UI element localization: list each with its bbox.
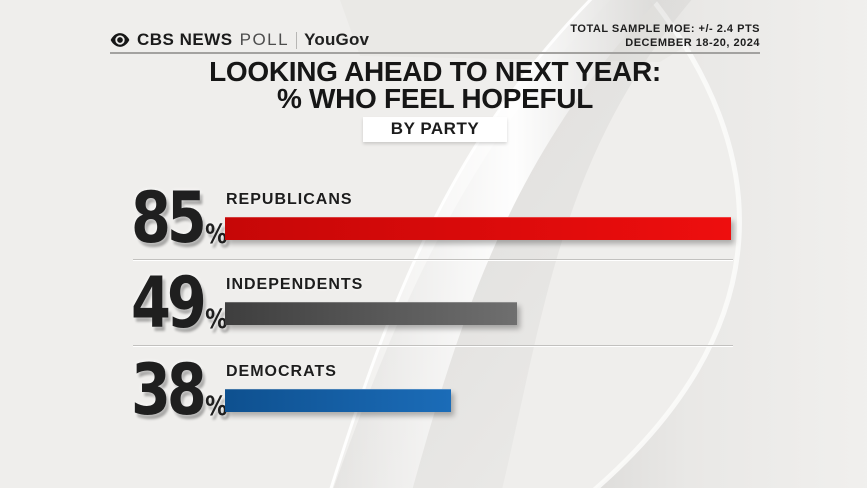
label-independents: INDEPENDENTS — [226, 276, 364, 293]
democrats-bar — [225, 389, 451, 412]
logo-yougov: YouGov — [304, 30, 370, 49]
header-underline — [110, 52, 760, 54]
percent-sign: % — [205, 391, 228, 422]
value-digits: 38 — [131, 349, 207, 431]
title-line1: LOOKING AHEAD TO NEXT YEAR: — [209, 56, 661, 87]
moe-line1: TOTAL SAMPLE MOE: +/- 2.4 PTS — [570, 23, 760, 35]
cbs-eye-icon — [110, 33, 130, 47]
logo-cbs-news: CBS NEWS — [137, 30, 233, 49]
value-digits: 49 — [131, 262, 207, 344]
row-separator — [133, 259, 733, 260]
logo-poll: POLL — [239, 30, 290, 49]
value-democrats: 38 % — [131, 349, 228, 431]
republicans-bar — [225, 217, 731, 240]
percent-sign: % — [205, 219, 228, 250]
value-digits: 85 — [131, 177, 207, 259]
logo-divider — [296, 31, 298, 49]
row-separator — [133, 345, 733, 346]
sample-moe-note: TOTAL SAMPLE MOE: +/- 2.4 PTS DECEMBER 1… — [570, 22, 760, 50]
bar-row-democrats: 38 % DEMOCRATS — [0, 355, 867, 425]
chart-title: LOOKING AHEAD TO NEXT YEAR: % WHO FEEL H… — [80, 56, 790, 114]
bar-row-republicans: 85 % REPUBLICANS — [0, 183, 867, 253]
independents-bar — [225, 302, 517, 325]
bar-row-independents: 49 % INDEPENDENTS — [0, 268, 867, 338]
label-republicans: REPUBLICANS — [226, 191, 353, 208]
value-republicans: 85 % — [131, 177, 228, 259]
subtitle-badge-wrap: BY PARTY — [110, 117, 760, 142]
moe-line2: DECEMBER 18-20, 2024 — [625, 37, 760, 49]
percent-sign: % — [205, 304, 228, 335]
by-party-badge: BY PARTY — [362, 117, 508, 142]
title-line2: % WHO FEEL HOPEFUL — [276, 83, 594, 114]
cbs-news-poll-logo: CBS NEWS POLL YouGov — [110, 28, 369, 52]
value-independents: 49 % — [131, 262, 228, 344]
label-democrats: DEMOCRATS — [226, 363, 337, 380]
